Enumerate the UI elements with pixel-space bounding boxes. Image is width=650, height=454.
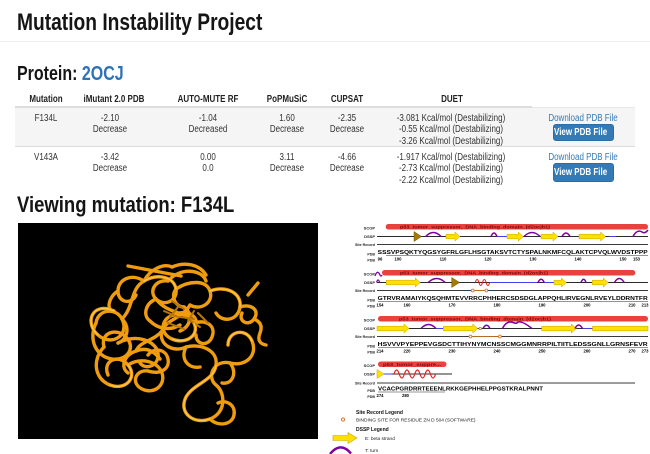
svg-text:Site Record: Site Record (355, 289, 375, 293)
svg-text:DSSP: DSSP (364, 234, 375, 239)
svg-text:Site Record Legend: Site Record Legend (356, 410, 403, 416)
svg-text:240: 240 (494, 349, 502, 354)
svg-text:120: 120 (485, 257, 493, 262)
svg-text:260: 260 (584, 349, 592, 354)
svg-text:213: 213 (642, 303, 650, 308)
svg-text:PDB: PDB (367, 395, 375, 399)
svg-text:PDB: PDB (367, 345, 375, 349)
svg-text:PDB: PDB (367, 389, 375, 393)
svg-text:170: 170 (449, 303, 457, 308)
svg-text:SCOP: SCOP (364, 272, 376, 277)
svg-text:PDB: PDB (367, 305, 375, 309)
svg-text:214: 214 (377, 349, 385, 354)
svg-text:E: beta strand: E: beta strand (365, 436, 395, 442)
svg-text:160: 160 (404, 303, 412, 308)
svg-text:96: 96 (378, 257, 383, 262)
svg-text:SCOP: SCOP (364, 363, 376, 368)
svg-text:250: 250 (539, 349, 547, 354)
svg-text:220: 220 (404, 349, 412, 354)
svg-text:T: turn: T: turn (365, 448, 379, 454)
svg-text:SSSVPSQKTYQGSYGFRLGFLHSGTAKSVT: SSSVPSQKTYQGSYGFRLGFLHSGTAKSVTCTYSPALNKM… (378, 250, 648, 256)
svg-text:HSVVVPYEPPEVGSDCTTIHYNYMCNSSCM: HSVVVPYEPPEVGSDCTTIHYNYMCNSSCMGGMNRRPILT… (378, 342, 648, 348)
svg-text:190: 190 (539, 303, 547, 308)
svg-text:SCOP: SCOP (364, 318, 376, 323)
svg-text:Site Record: Site Record (355, 382, 375, 386)
svg-text:DSSP Legend: DSSP Legend (356, 427, 389, 433)
svg-text:270: 270 (629, 349, 637, 354)
svg-text:p53_tumor_suppressor,_DNA_bind: p53_tumor_suppressor,_DNA_binding_domain… (399, 317, 552, 322)
svg-text:PDB: PDB (367, 253, 375, 257)
svg-text:SCOP: SCOP (364, 226, 376, 231)
svg-text:PDB: PDB (367, 299, 375, 303)
svg-text:BINDING SITE FOR RESIDUE ZN D: BINDING SITE FOR RESIDUE ZN D 504 (SOFTW… (356, 418, 476, 424)
svg-text:PDB: PDB (367, 351, 375, 355)
svg-text:154: 154 (377, 303, 385, 308)
svg-text:GTRVRAMAIYKQSQHMTEVVRRCPHHERCS: GTRVRAMAIYKQSQHMTEVVRRCPHHERCSDSDGLAPPQH… (378, 296, 648, 302)
svg-text:Site Record: Site Record (355, 335, 375, 339)
svg-text:PDB: PDB (367, 259, 375, 263)
svg-text:DSSP: DSSP (364, 326, 375, 331)
svg-text:210: 210 (629, 303, 637, 308)
svg-text:Site Record: Site Record (355, 243, 375, 247)
svg-text:110: 110 (440, 257, 447, 262)
svg-text:VCACPGRDRRTEEENLRKKGEPHHELPPGS: VCACPGRDRRTEEENLRKKGEPHHELPPGSTKRALPNNT (378, 387, 544, 393)
svg-text:180: 180 (494, 303, 502, 308)
svg-text:273: 273 (642, 349, 650, 354)
svg-text:230: 230 (449, 349, 457, 354)
svg-text:140: 140 (575, 257, 583, 262)
svg-text:p53_tumor_suppressor,_DNA_bind: p53_tumor_suppressor,_DNA_binding_domain… (400, 271, 549, 276)
svg-text:p53_tumor_suppressor,_DNA_bind: p53_tumor_suppressor,_DNA_binding_domain… (400, 225, 551, 230)
svg-text:DSSP: DSSP (364, 372, 375, 377)
svg-text:150: 150 (620, 257, 628, 262)
svg-text:p53_tumor_suppre...: p53_tumor_suppre... (383, 362, 441, 367)
svg-text:274: 274 (377, 393, 385, 398)
svg-text:200: 200 (584, 303, 592, 308)
svg-text:130: 130 (530, 257, 538, 262)
svg-text:100: 100 (395, 257, 403, 262)
svg-text:153: 153 (633, 257, 641, 262)
svg-text:280: 280 (402, 393, 410, 398)
svg-text:DSSP: DSSP (364, 280, 375, 285)
